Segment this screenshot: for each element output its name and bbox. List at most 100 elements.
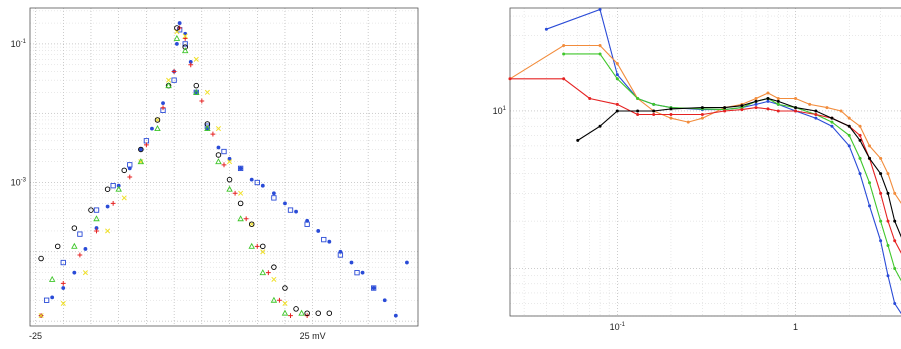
data-point bbox=[144, 142, 149, 148]
data-point bbox=[138, 159, 144, 165]
data-point bbox=[94, 228, 99, 234]
data-point bbox=[77, 252, 83, 258]
series-line bbox=[563, 53, 901, 282]
data-point bbox=[174, 42, 179, 46]
data-point bbox=[254, 243, 260, 249]
data-point bbox=[160, 105, 166, 111]
data-point bbox=[326, 310, 333, 316]
tick-labels: 10-1 1 101 bbox=[493, 106, 798, 332]
grid bbox=[510, 8, 901, 317]
data-point bbox=[508, 77, 512, 81]
data-point bbox=[104, 186, 111, 192]
data-series-group bbox=[38, 21, 409, 319]
data-point bbox=[298, 309, 305, 316]
series-line bbox=[509, 44, 901, 204]
data-point bbox=[754, 102, 758, 106]
data-point bbox=[740, 104, 744, 108]
grid bbox=[30, 8, 418, 326]
data-point bbox=[371, 286, 376, 290]
data-point bbox=[221, 162, 227, 168]
data-point bbox=[315, 310, 321, 316]
data-point bbox=[858, 138, 862, 142]
data-point bbox=[193, 56, 199, 62]
tick-labels: -25 25 mV 10-1 10-3 bbox=[11, 39, 326, 341]
data-point bbox=[182, 44, 188, 50]
data-point bbox=[204, 125, 211, 132]
data-point bbox=[238, 190, 244, 196]
data-point bbox=[166, 77, 172, 83]
data-point bbox=[766, 96, 770, 100]
data-point bbox=[615, 62, 619, 66]
data-point bbox=[652, 109, 656, 113]
data-point bbox=[237, 215, 244, 222]
data-point bbox=[271, 276, 277, 282]
data-point bbox=[154, 117, 161, 123]
data-point bbox=[776, 99, 780, 103]
data-point bbox=[137, 158, 145, 165]
data-point bbox=[150, 126, 154, 131]
data-point bbox=[61, 286, 66, 290]
data-point bbox=[227, 156, 232, 161]
data-point bbox=[814, 116, 818, 120]
data-point bbox=[221, 148, 227, 155]
data-point bbox=[766, 107, 770, 111]
data-point bbox=[188, 60, 193, 64]
data-point bbox=[598, 124, 602, 128]
data-point bbox=[893, 219, 897, 223]
data-point bbox=[294, 209, 298, 214]
data-point bbox=[288, 313, 293, 319]
y-tick-label: 101 bbox=[493, 106, 507, 116]
data-point bbox=[669, 112, 673, 116]
data-point bbox=[238, 166, 243, 171]
data-point bbox=[886, 219, 890, 223]
data-point bbox=[316, 229, 321, 233]
data-point bbox=[879, 172, 883, 176]
data-point bbox=[138, 147, 143, 152]
data-point bbox=[182, 41, 188, 47]
data-point bbox=[281, 309, 289, 316]
data-point bbox=[154, 125, 161, 132]
data-point bbox=[893, 267, 897, 271]
data-point bbox=[226, 176, 233, 183]
data-point bbox=[115, 185, 122, 192]
data-point bbox=[171, 69, 177, 74]
data-point bbox=[199, 98, 205, 104]
data-point bbox=[868, 181, 872, 185]
data-point bbox=[50, 295, 55, 300]
data-point bbox=[215, 126, 222, 132]
chart-right: 10-1 1 101 bbox=[493, 7, 901, 332]
chart-left: -25 25 mV 10-1 10-3 bbox=[11, 7, 419, 341]
data-point bbox=[562, 44, 566, 48]
data-point bbox=[260, 243, 266, 250]
data-point bbox=[847, 133, 851, 137]
data-point bbox=[830, 124, 834, 128]
data-point bbox=[177, 25, 183, 31]
data-point bbox=[121, 167, 127, 174]
data-point bbox=[249, 177, 254, 182]
data-point bbox=[193, 82, 200, 89]
data-point bbox=[636, 96, 640, 100]
plot-frame bbox=[29, 7, 419, 327]
plot-frame bbox=[509, 7, 901, 317]
data-point bbox=[598, 52, 602, 56]
data-point bbox=[615, 109, 619, 113]
data-point bbox=[38, 255, 44, 262]
series bbox=[508, 44, 901, 204]
data-point bbox=[740, 108, 744, 112]
data-point bbox=[204, 89, 210, 95]
data-point bbox=[886, 172, 890, 176]
data-point bbox=[349, 260, 354, 265]
data-point bbox=[766, 91, 770, 95]
data-point bbox=[669, 116, 673, 120]
x-tick-label: 25 mV bbox=[300, 331, 326, 341]
data-point bbox=[893, 302, 897, 306]
series bbox=[38, 25, 310, 319]
data-point bbox=[287, 207, 294, 213]
data-point bbox=[615, 77, 619, 81]
data-point bbox=[893, 239, 897, 243]
data-point bbox=[232, 190, 238, 196]
data-point bbox=[371, 285, 377, 291]
data-point bbox=[858, 156, 862, 160]
data-point bbox=[215, 158, 222, 165]
